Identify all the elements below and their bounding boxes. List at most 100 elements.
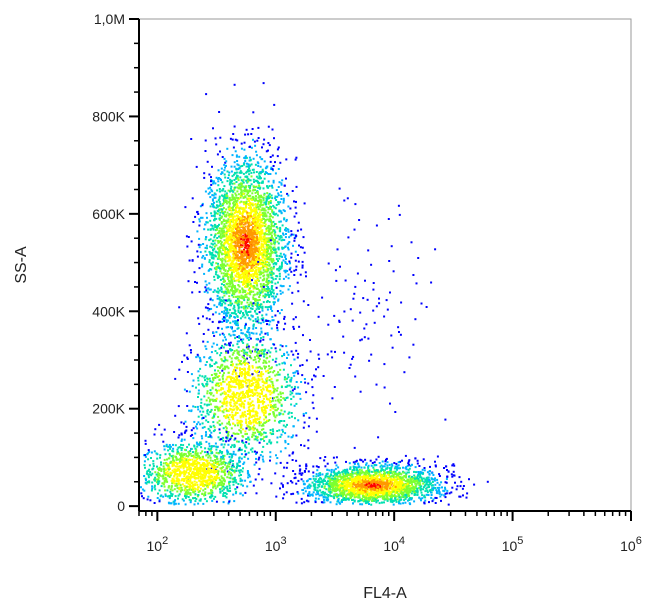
scatter-point bbox=[249, 222, 252, 225]
scatter-point bbox=[174, 502, 177, 505]
scatter-point bbox=[221, 232, 224, 235]
scatter-point bbox=[218, 371, 221, 374]
scatter-point bbox=[205, 93, 208, 96]
scatter-point bbox=[248, 374, 251, 377]
scatter-point bbox=[224, 166, 226, 169]
scatter-point bbox=[223, 163, 226, 166]
scatter-point bbox=[231, 444, 234, 447]
scatter-point bbox=[233, 250, 236, 253]
scatter-point bbox=[273, 241, 276, 244]
scatter-point bbox=[218, 303, 221, 306]
scatter-point bbox=[222, 195, 225, 198]
scatter-point bbox=[230, 326, 233, 329]
scatter-point bbox=[257, 407, 260, 410]
scatter-point bbox=[244, 225, 247, 228]
scatter-point bbox=[237, 395, 240, 398]
scatter-point bbox=[281, 362, 284, 365]
scatter-point bbox=[272, 262, 275, 265]
scatter-point bbox=[267, 237, 270, 240]
scatter-point bbox=[231, 282, 234, 285]
scatter-point bbox=[193, 480, 196, 483]
scatter-point bbox=[233, 179, 236, 181]
scatter-point bbox=[295, 402, 298, 405]
scatter-point bbox=[248, 367, 250, 370]
scatter-point bbox=[220, 227, 223, 230]
scatter-point bbox=[223, 169, 226, 172]
scatter-point bbox=[209, 411, 212, 413]
scatter-point bbox=[258, 198, 261, 201]
scatter-point bbox=[246, 285, 249, 288]
scatter-point bbox=[250, 133, 253, 135]
scatter-point bbox=[259, 198, 262, 201]
scatter-point bbox=[268, 439, 271, 442]
scatter-point bbox=[224, 197, 227, 200]
scatter-point bbox=[253, 286, 256, 289]
scatter-point bbox=[258, 267, 261, 270]
scatter-point bbox=[250, 410, 253, 412]
scatter-point bbox=[223, 294, 226, 297]
scatter-point bbox=[225, 351, 228, 354]
scatter-point bbox=[206, 392, 209, 395]
scatter-point bbox=[273, 213, 276, 216]
scatter-point bbox=[201, 437, 204, 440]
scatter-point bbox=[269, 385, 272, 388]
scatter-point bbox=[227, 288, 229, 291]
scatter-point bbox=[203, 257, 206, 260]
scatter-point bbox=[217, 291, 220, 294]
scatter-point bbox=[267, 289, 270, 292]
scatter-point bbox=[227, 243, 230, 246]
scatter-point bbox=[223, 247, 226, 250]
scatter-point bbox=[242, 163, 245, 166]
scatter-point bbox=[246, 357, 248, 360]
scatter-point bbox=[279, 235, 282, 237]
scatter-point bbox=[277, 246, 280, 249]
scatter-point bbox=[211, 225, 214, 227]
scatter-point bbox=[277, 168, 280, 170]
scatter-point bbox=[251, 128, 254, 130]
scatter-point bbox=[183, 452, 186, 455]
scatter-point bbox=[207, 187, 210, 190]
scatter-point bbox=[199, 405, 202, 407]
scatter-point bbox=[227, 174, 230, 177]
scatter-point bbox=[224, 250, 226, 253]
scatter-point bbox=[263, 289, 266, 292]
scatter-point bbox=[304, 381, 307, 384]
scatter-point bbox=[243, 349, 246, 352]
scatter-point bbox=[188, 390, 191, 393]
scatter-point bbox=[156, 473, 159, 476]
scatter-point bbox=[246, 413, 249, 415]
scatter-point bbox=[267, 273, 270, 276]
scatter-point bbox=[265, 255, 268, 258]
scatter-point bbox=[266, 185, 268, 188]
scatter-point bbox=[269, 160, 272, 163]
scatter-point bbox=[220, 452, 223, 455]
scatter-point bbox=[258, 172, 261, 175]
scatter-point bbox=[188, 485, 190, 488]
scatter-point bbox=[253, 181, 256, 183]
scatter-point bbox=[275, 255, 278, 258]
scatter-point bbox=[222, 401, 225, 404]
scatter-point bbox=[277, 371, 280, 374]
scatter-point bbox=[186, 481, 189, 484]
scatter-point bbox=[295, 349, 298, 352]
scatter-point bbox=[251, 227, 254, 230]
scatter-point bbox=[293, 239, 296, 242]
scatter-point bbox=[259, 367, 262, 370]
scatter-point bbox=[228, 256, 231, 259]
scatter-point bbox=[258, 401, 261, 404]
scatter-point bbox=[227, 278, 230, 281]
scatter-point bbox=[260, 177, 262, 180]
scatter-point bbox=[255, 269, 257, 272]
scatter-point bbox=[253, 376, 256, 379]
scatter-point bbox=[253, 245, 256, 247]
scatter-point bbox=[269, 400, 271, 402]
scatter-point bbox=[219, 136, 222, 139]
scatter-point bbox=[269, 442, 272, 445]
scatter-point bbox=[291, 415, 293, 418]
scatter-point bbox=[263, 431, 266, 434]
scatter-point bbox=[219, 150, 221, 153]
scatter-point bbox=[261, 252, 263, 255]
scatter-point bbox=[238, 340, 241, 343]
scatter-point bbox=[198, 224, 201, 227]
scatter-point bbox=[249, 268, 252, 271]
